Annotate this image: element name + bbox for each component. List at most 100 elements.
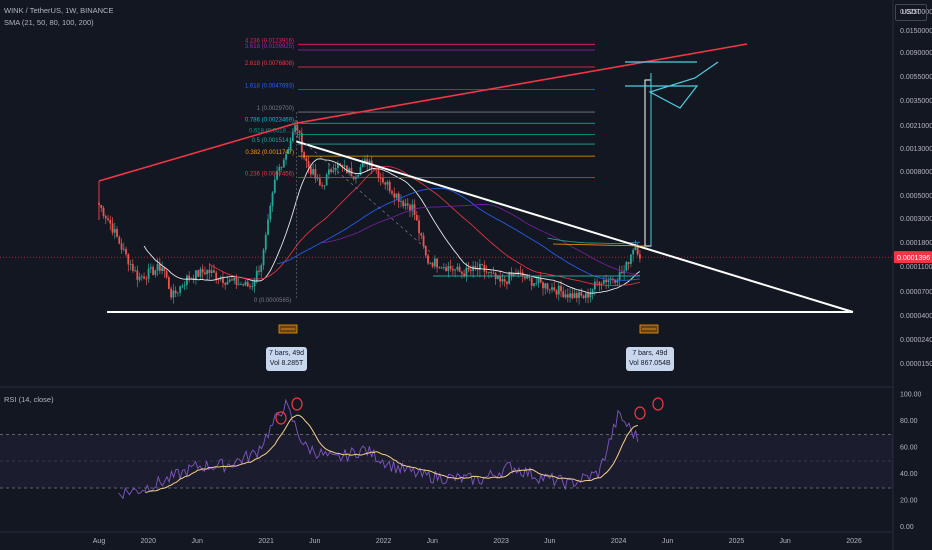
price-candle <box>312 169 315 175</box>
price-candle <box>217 279 220 280</box>
price-tick-label: 0.0090000 <box>900 50 932 57</box>
price-candle <box>325 174 328 186</box>
price-candle <box>219 278 222 280</box>
price-candle <box>636 245 639 255</box>
chart-title: WINK / TetherUS, 1W, BINANCE <box>4 6 114 15</box>
price-candle <box>204 272 206 275</box>
price-candle <box>424 246 427 256</box>
price-candle <box>244 281 247 286</box>
fib-level-label: 0.236 (0.0007456) <box>245 172 294 178</box>
price-candle <box>458 266 461 272</box>
fib-level-label: 0 (0.0000565) <box>254 298 291 304</box>
price-candle <box>278 166 281 171</box>
price-candle <box>337 163 339 169</box>
price-candle <box>544 283 547 289</box>
rsi-tick-label: 40.00 <box>900 471 918 478</box>
price-candle <box>276 170 278 180</box>
price-candle <box>235 277 238 285</box>
price-candle <box>569 293 571 298</box>
rsi-tick-label: 100.00 <box>900 392 922 399</box>
unit-button[interactable]: USDT <box>895 4 927 21</box>
price-candle <box>438 267 441 269</box>
price-candle <box>233 277 236 281</box>
price-candle <box>580 292 583 296</box>
fib-level-label: 0.382 (0.0011747) <box>245 150 294 156</box>
rsi-title[interactable]: RSI (14, close) <box>4 395 54 404</box>
price-candle <box>524 276 526 279</box>
price-candle <box>388 181 391 192</box>
price-candle <box>420 233 423 236</box>
price-candle <box>346 165 348 174</box>
sma-80-line <box>277 187 640 281</box>
price-candle <box>357 174 360 177</box>
price-candle <box>589 292 592 298</box>
rsi-highlight-circle <box>275 411 287 425</box>
price-candle <box>327 169 330 175</box>
price-candle <box>287 149 290 154</box>
price-candle <box>149 267 152 269</box>
price-candle <box>170 288 173 298</box>
price-candle <box>433 258 436 267</box>
price-candle <box>147 268 150 279</box>
price-candle <box>172 290 175 298</box>
price-candle <box>181 285 184 287</box>
price-candle <box>620 271 623 274</box>
price-candle <box>402 200 405 207</box>
price-candle <box>258 270 260 272</box>
measure-2-bars: 7 bars, 49d <box>632 350 668 357</box>
price-tick-label: 0.0055000 <box>900 74 932 81</box>
price-candle <box>548 289 551 291</box>
measure-box-1[interactable]: 7 bars, 49d Vol 8.285T <box>266 347 308 371</box>
price-candle <box>253 281 256 287</box>
sma-50-line <box>209 165 640 286</box>
fib-level-label: 2.618 (0.0076808) <box>245 61 294 67</box>
price-candle <box>113 229 116 233</box>
price-candle <box>616 280 619 283</box>
price-candle <box>305 157 308 162</box>
time-tick-label: 2020 <box>140 538 156 545</box>
fib-level-label: 1.618 (0.0047693) <box>245 84 294 90</box>
current-price-label: 0.0001396 <box>897 255 930 262</box>
price-candle <box>499 275 502 282</box>
price-candle <box>530 278 533 286</box>
horizontal-level <box>552 243 646 247</box>
price-candle <box>246 281 249 287</box>
measure-box-2[interactable]: 7 bars, 49d Vol 867.054B <box>626 347 674 371</box>
rsi-tick-label: 60.00 <box>900 445 918 452</box>
measure-1-bars: 7 bars, 49d <box>269 350 305 357</box>
price-candle <box>415 214 418 221</box>
fib-level-label: 0.618 (0.0018…) <box>249 129 294 135</box>
price-candle <box>460 271 463 274</box>
price-candle <box>136 270 139 280</box>
price-candle <box>104 216 107 219</box>
price-candle <box>445 267 447 272</box>
price-candle <box>269 205 272 220</box>
time-tick-label: Jun <box>427 538 438 545</box>
projection-bar <box>644 79 652 247</box>
price-candle <box>341 164 344 167</box>
price-tick-label: 0.0001100 <box>900 264 932 271</box>
price-candle <box>474 266 477 269</box>
price-candle <box>339 163 342 165</box>
rsi-tick-label: 0.00 <box>900 524 914 531</box>
indicator-label[interactable]: SMA (21, 50, 80, 100, 200) <box>4 18 94 27</box>
sma-200-line <box>547 237 640 245</box>
price-candle <box>361 161 364 168</box>
sma-21-line <box>143 158 641 294</box>
price-candle <box>488 272 490 273</box>
price-candle <box>528 275 531 279</box>
price-candle <box>267 219 269 235</box>
fib-level-label: 1 (0.0029700) <box>257 106 294 112</box>
price-candle <box>210 270 213 273</box>
price-candle <box>224 283 227 285</box>
price-candle <box>321 185 324 187</box>
price-candle <box>614 280 617 283</box>
price-candle <box>555 290 558 295</box>
price-tick-label: 0.0000400 <box>900 313 932 320</box>
price-candle <box>533 283 535 286</box>
price-candle <box>535 282 538 284</box>
price-candle <box>625 261 628 271</box>
price-candle <box>309 166 312 175</box>
price-candle <box>271 192 274 206</box>
